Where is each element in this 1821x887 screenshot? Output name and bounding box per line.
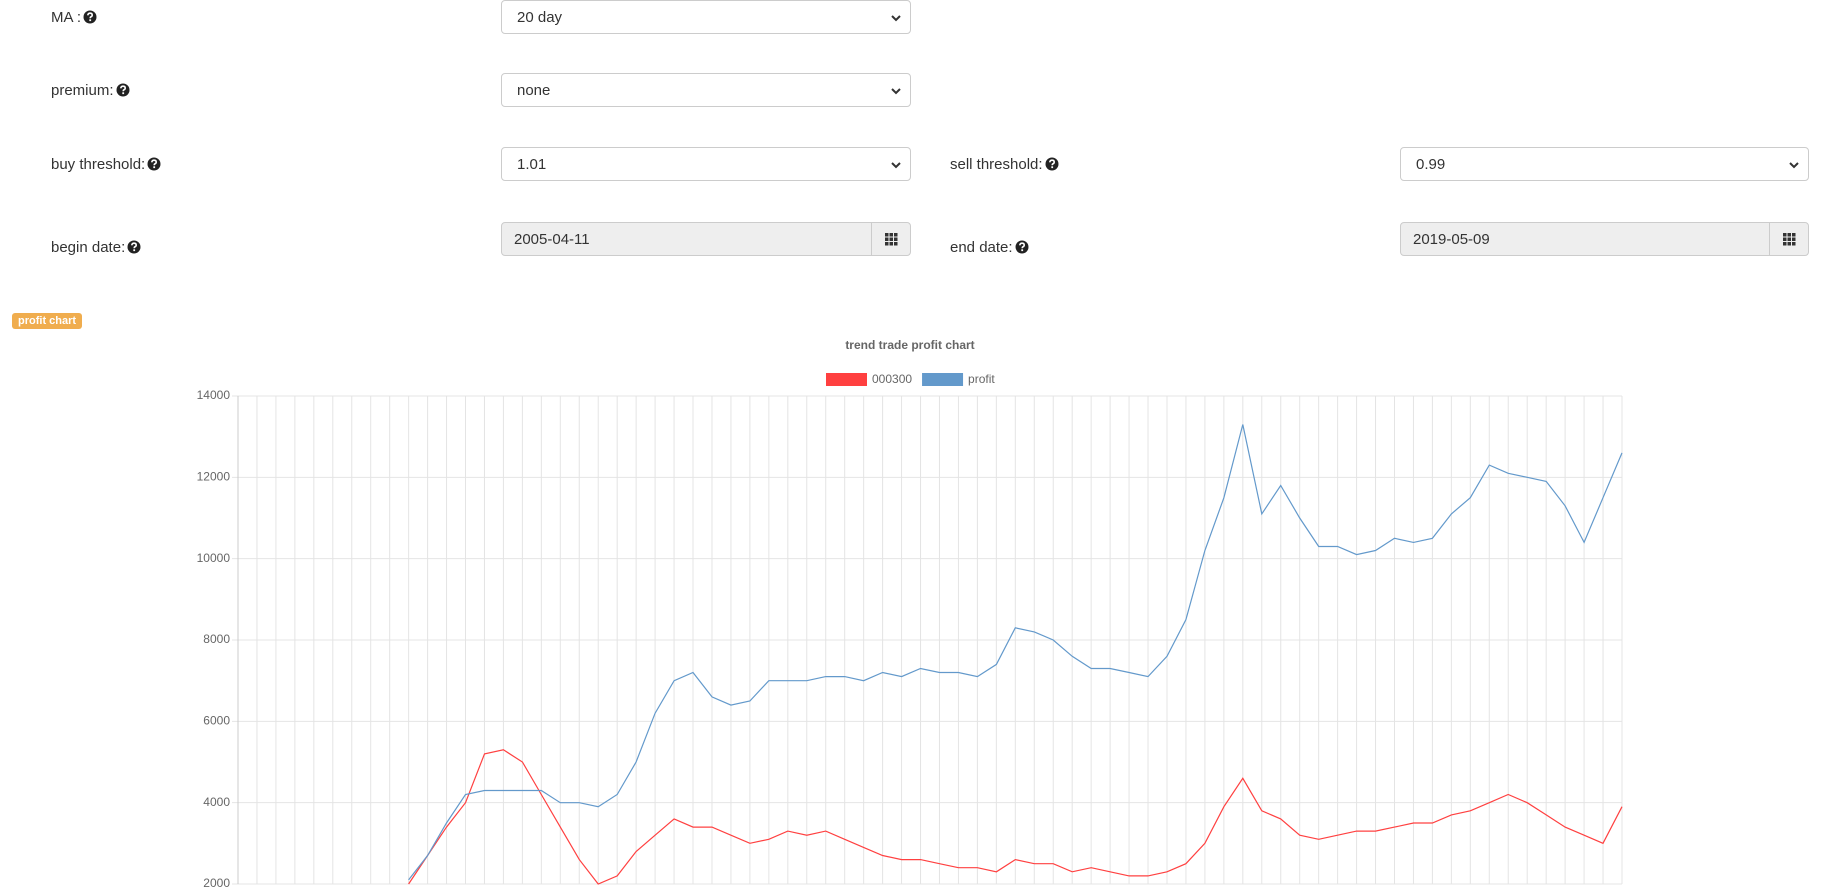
help-icon[interactable]	[116, 83, 130, 97]
y-tick-label: 6000	[203, 714, 230, 728]
label-text: premium:	[51, 81, 114, 99]
y-tick-label: 12000	[197, 470, 231, 484]
field-label: begin date:	[51, 230, 141, 264]
help-icon[interactable]	[83, 10, 97, 24]
help-icon[interactable]	[147, 157, 161, 171]
calendar-button[interactable]	[871, 223, 910, 255]
chart: trend trade profit chart 2000 4000 6000 800…	[197, 338, 1623, 887]
help-icon[interactable]	[1015, 240, 1029, 254]
label-text: sell threshold:	[950, 155, 1043, 173]
y-tick-label: 2000	[203, 876, 230, 887]
legend-swatch	[826, 373, 867, 386]
calendar-button[interactable]	[1769, 223, 1808, 255]
select[interactable]: 0.99	[1400, 147, 1809, 181]
field-value: 0.99	[1416, 155, 1446, 173]
field-label: end date:	[950, 230, 1029, 264]
legend-label: profit	[968, 372, 995, 386]
field-label: buy threshold:	[51, 147, 161, 181]
field-value: 2005-04-11	[514, 230, 590, 248]
y-tick-label: 10000	[197, 551, 231, 565]
date-input[interactable]: 2019-05-09	[1400, 222, 1809, 256]
series-line	[408, 424, 1623, 881]
badge: profit chart	[12, 313, 83, 329]
legend-label: 000300	[872, 372, 912, 386]
label-text: buy threshold:	[51, 155, 146, 173]
y-tick-label: 4000	[203, 795, 230, 809]
field-label: MA :	[51, 0, 97, 34]
help-icon[interactable]	[127, 240, 141, 254]
select[interactable]: 20 day	[501, 0, 911, 34]
legend-swatch	[922, 373, 964, 386]
select[interactable]: 1.01	[501, 147, 911, 181]
field-value: 1.01	[517, 155, 547, 173]
y-tick-label: 14000	[197, 388, 231, 402]
field-value: none	[517, 81, 551, 99]
label-text: MA :	[51, 8, 82, 26]
date-input[interactable]: 2005-04-11	[501, 222, 911, 256]
series-line	[408, 749, 1623, 885]
field-value: 2019-05-09	[1413, 230, 1490, 248]
label-text: begin date:	[51, 238, 126, 256]
label-text: end date:	[950, 238, 1013, 256]
field-value: 20 day	[517, 8, 563, 26]
field-label: premium:	[51, 73, 130, 107]
field-label: sell threshold:	[950, 147, 1059, 181]
help-icon[interactable]	[1045, 157, 1059, 171]
select[interactable]: none	[501, 73, 911, 107]
y-tick-label: 8000	[203, 632, 230, 646]
chart-title: trend trade profit chart	[845, 338, 974, 352]
